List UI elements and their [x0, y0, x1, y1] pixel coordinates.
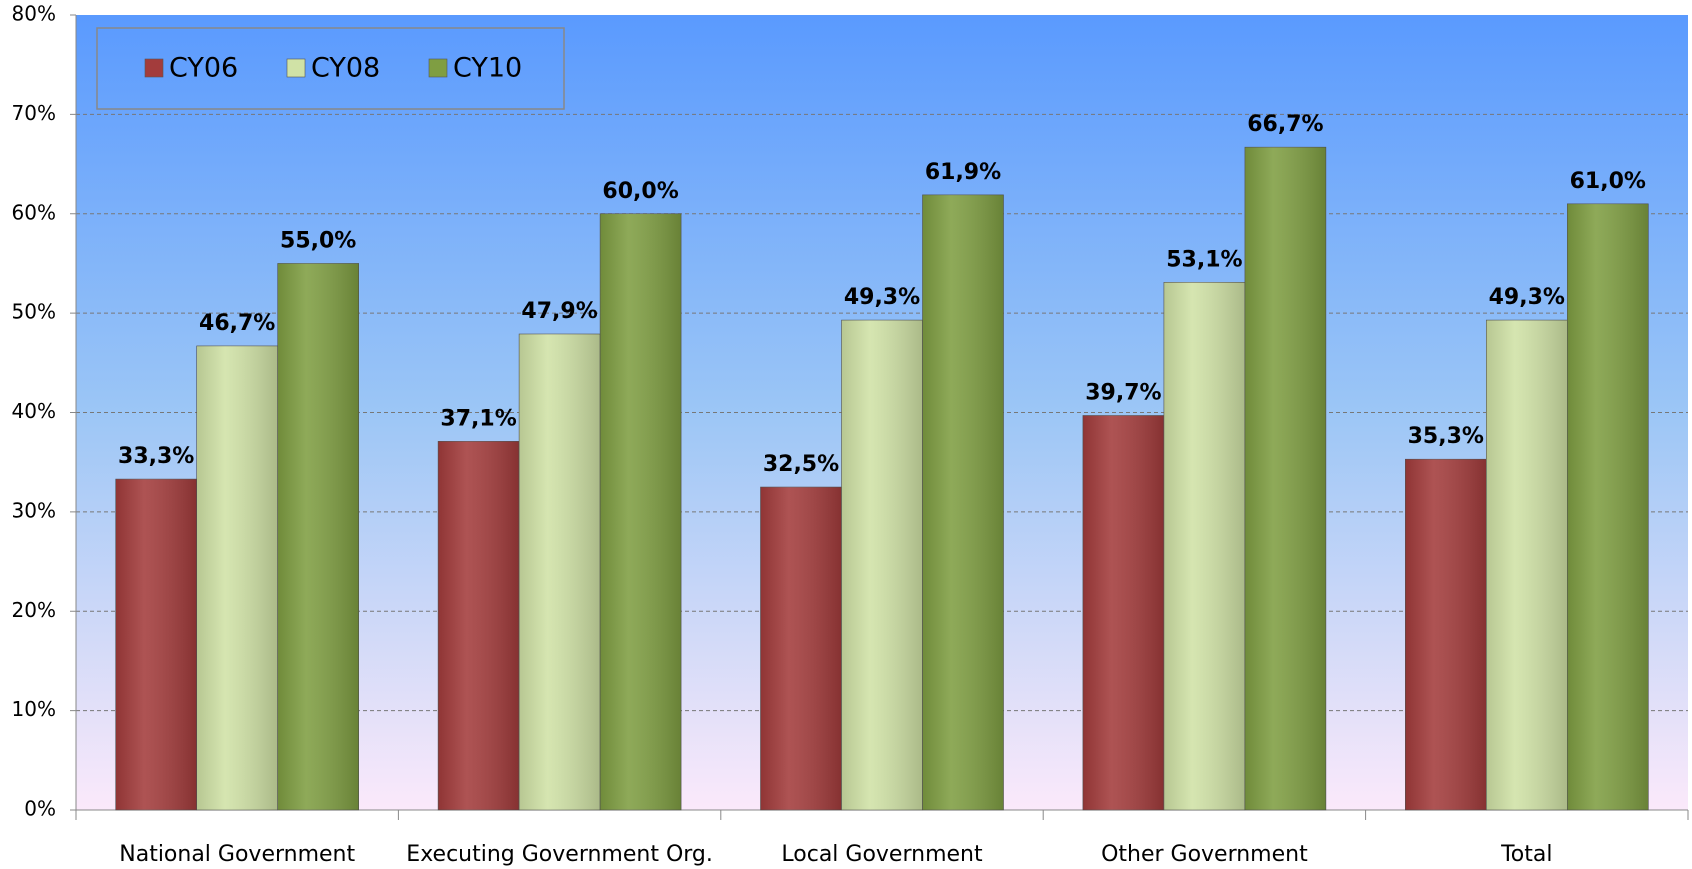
legend-label: CY10: [453, 53, 522, 84]
x-tick-label: Local Government: [781, 842, 983, 867]
bar-shade: [1082, 415, 1164, 810]
value-label: 49,3%: [844, 285, 920, 310]
value-label: 47,9%: [521, 299, 597, 324]
value-label: 46,7%: [199, 311, 275, 336]
x-tick-label: National Government: [119, 842, 355, 867]
legend-label: CY08: [311, 53, 380, 84]
value-label: 66,7%: [1247, 112, 1323, 137]
value-label: 61,0%: [1570, 169, 1646, 194]
legend-swatch: [286, 58, 306, 78]
value-label: 37,1%: [440, 406, 516, 431]
y-tick-label: 60%: [12, 200, 56, 224]
bar-shade: [1486, 320, 1568, 810]
legend-label: CY06: [169, 53, 238, 84]
y-tick-label: 10%: [12, 697, 56, 721]
bar-shade: [1163, 282, 1245, 811]
legend-swatch: [144, 58, 164, 78]
x-tick-label: Executing Government Org.: [406, 842, 713, 867]
bar-shade: [922, 194, 1004, 810]
bar-shade: [196, 345, 278, 810]
legend-box: [96, 27, 565, 110]
value-label: 60,0%: [602, 179, 678, 204]
value-label: 39,7%: [1085, 380, 1161, 405]
y-tick-label: 20%: [12, 598, 56, 622]
bar-shade: [438, 441, 520, 810]
y-tick-label: 40%: [12, 399, 56, 423]
value-label: 61,9%: [925, 160, 1001, 185]
bar-shade: [519, 333, 601, 810]
value-label: 35,3%: [1408, 424, 1484, 449]
value-label: 33,3%: [118, 444, 194, 469]
value-label: 49,3%: [1489, 285, 1565, 310]
y-tick-label: 0%: [24, 797, 56, 821]
x-tick-label: Other Government: [1101, 842, 1308, 867]
bar-shade: [600, 213, 682, 810]
y-tick-label: 50%: [12, 300, 56, 324]
bar-shade: [841, 320, 923, 810]
bar-shade: [1405, 459, 1487, 810]
y-tick-label: 70%: [12, 101, 56, 125]
bar-shade: [277, 263, 359, 810]
value-label: 55,0%: [280, 228, 356, 253]
value-label: 32,5%: [763, 452, 839, 477]
bar-shade: [1244, 147, 1326, 810]
legend-swatch: [428, 58, 448, 78]
bar-shade: [1567, 203, 1649, 810]
x-tick-label: Total: [1500, 842, 1552, 867]
y-tick-label: 80%: [12, 2, 56, 26]
value-label: 53,1%: [1166, 247, 1242, 272]
bar-shade: [115, 479, 197, 810]
bar-shade: [760, 487, 842, 810]
y-tick-label: 30%: [12, 498, 56, 522]
